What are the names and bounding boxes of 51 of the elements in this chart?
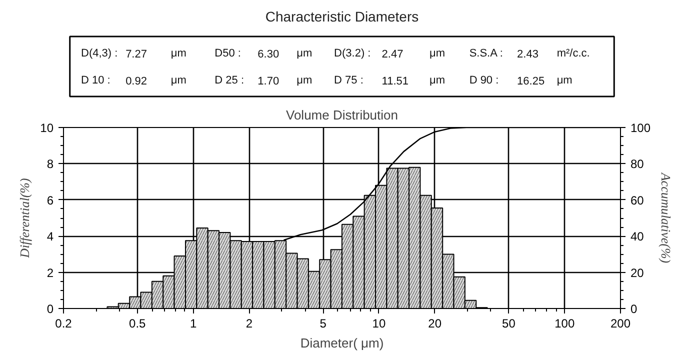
y2-tick-label: 60 xyxy=(630,193,644,208)
y-tick-label: 4 xyxy=(46,230,54,244)
text: 1.70 xyxy=(258,76,280,88)
y2-tick-label: 80 xyxy=(630,157,644,172)
y-tick-label: 10 xyxy=(40,121,54,135)
text: μm xyxy=(170,48,186,60)
text: 11.51 xyxy=(382,76,409,88)
y2-axis-title: Accumulative(%) xyxy=(658,172,674,264)
x-tick-label: 0.2 xyxy=(55,316,72,330)
text: μm xyxy=(296,74,312,86)
text: μm xyxy=(170,74,186,86)
text: D 25 : xyxy=(214,74,244,86)
x-axis-title: Diameter( μm) xyxy=(300,336,384,350)
x-tick-label: 200 xyxy=(610,316,631,330)
text: D 75 : xyxy=(334,74,364,86)
text: 2.43 xyxy=(517,48,538,60)
text: 7.27 xyxy=(126,48,147,60)
text: m²/c.c. xyxy=(556,48,590,60)
text: D 90 : xyxy=(469,74,499,86)
text: μm xyxy=(556,74,572,86)
y2-tick-label: 20 xyxy=(630,266,644,280)
text: Characteristic Diameters xyxy=(265,8,419,24)
y-tick-label: 8 xyxy=(46,157,54,172)
y-tick-label: 0 xyxy=(46,302,54,316)
y2-tick-label: 100 xyxy=(630,121,651,135)
x-tick-label: 5 xyxy=(320,316,327,330)
text: D(4,3) : xyxy=(81,48,118,60)
x-tick-label: 2 xyxy=(246,316,253,330)
text: D 10 : xyxy=(81,74,110,86)
y-tick-label: 6 xyxy=(46,193,54,208)
text: S.S.A : xyxy=(469,48,503,60)
text: μm xyxy=(296,48,312,60)
text: D(3.2) : xyxy=(334,48,371,60)
text: D50 : xyxy=(214,48,241,60)
x-tick-label: 50 xyxy=(502,316,516,330)
x-tick-label: 0.5 xyxy=(129,316,146,330)
y-axis-title: Differential(%) xyxy=(17,178,32,259)
x-tick-label: 20 xyxy=(428,316,442,330)
text: 16.25 xyxy=(517,76,545,88)
y2-tick-label: 0 xyxy=(630,302,638,316)
text: μm xyxy=(430,74,446,86)
text: μm xyxy=(430,48,446,60)
x-tick-label: 100 xyxy=(554,316,575,330)
y-tick-label: 2 xyxy=(46,266,54,280)
y2-tick-label: 40 xyxy=(630,230,644,244)
text: 0.92 xyxy=(126,76,147,88)
text: 2.47 xyxy=(382,48,404,60)
chart-title: Volume Distribution xyxy=(286,108,398,122)
text: 6.30 xyxy=(258,48,280,60)
x-tick-label: 10 xyxy=(372,316,386,330)
x-tick-label: 1 xyxy=(190,316,197,330)
